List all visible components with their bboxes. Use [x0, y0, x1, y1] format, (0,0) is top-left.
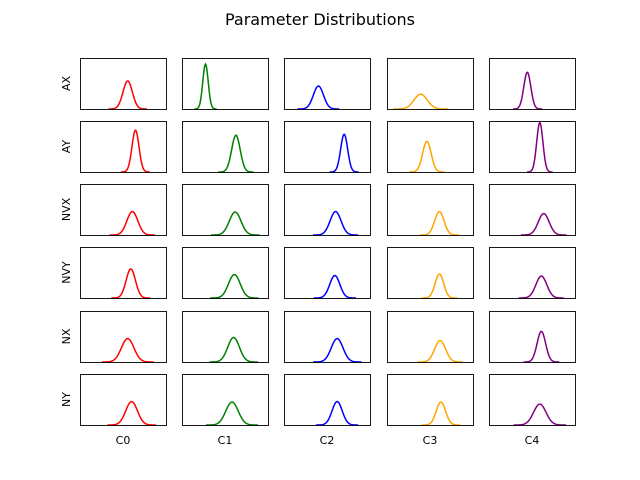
- subplot-frame-nvy-c0: [80, 247, 167, 299]
- density-curve-ay-c0: [120, 129, 150, 173]
- subplot-frame-nx-c4: [489, 311, 576, 363]
- subplot-frame-ny-c3: [387, 374, 474, 426]
- row-label-nvy: NVY: [60, 261, 73, 284]
- density-curve-nvx-c3: [419, 210, 459, 236]
- density-curve-ay-c3: [409, 140, 445, 173]
- density-curve-ay-c2: [329, 133, 359, 173]
- density-curve-ay-c1: [218, 134, 254, 173]
- density-curve-nx-c1: [209, 336, 258, 363]
- subplot-frame-nvx-c1: [182, 184, 269, 236]
- subplot-frame-ax-c1: [182, 58, 269, 110]
- density-curve-nvy-c4: [518, 275, 564, 299]
- col-label-c4: C4: [525, 434, 540, 447]
- subplot-frame-ny-c4: [489, 374, 576, 426]
- row-label-nvx: NVX: [60, 197, 73, 221]
- subplot-frame-ny-c0: [80, 374, 167, 426]
- subplot-frame-nvx-c4: [489, 184, 576, 236]
- subplot-frame-ny-c1: [182, 374, 269, 426]
- subplot-frame-nvy-c4: [489, 247, 576, 299]
- subplot-frame-ay-c2: [284, 121, 371, 173]
- density-curve-nx-c3: [417, 339, 463, 363]
- density-curve-nvy-c1: [209, 273, 259, 299]
- subplot-frame-ay-c4: [489, 121, 576, 173]
- density-curve-ny-c4: [513, 403, 566, 426]
- density-curve-nx-c2: [313, 337, 362, 363]
- density-curve-nvx-c4: [520, 212, 567, 236]
- subplot-frame-nx-c1: [182, 311, 269, 363]
- subplot-frame-ny-c2: [284, 374, 371, 426]
- density-curve-nvx-c2: [313, 210, 359, 236]
- col-label-c3: C3: [423, 434, 438, 447]
- subplot-frame-nx-c2: [284, 311, 371, 363]
- density-curve-ax-c2: [297, 85, 340, 110]
- chart-title: Parameter Distributions: [225, 10, 415, 29]
- density-curve-ax-c1: [194, 62, 217, 110]
- col-label-c1: C1: [218, 434, 233, 447]
- density-curve-ny-c2: [315, 400, 359, 426]
- col-label-c0: C0: [116, 434, 131, 447]
- subplot-grid: AX AY NVX NVY NX NY C0 C1 C2 C3 C4: [60, 58, 576, 447]
- subplot-frame-nx-c3: [387, 311, 474, 363]
- subplot-frame-nvx-c3: [387, 184, 474, 236]
- row-label-ny: NY: [60, 392, 73, 407]
- subplot-frame-nvx-c2: [284, 184, 371, 236]
- subplot-frame-ay-c0: [80, 121, 167, 173]
- subplot-frame-ax-c2: [284, 58, 371, 110]
- subplot-frame-ay-c1: [182, 121, 269, 173]
- density-curve-nx-c0: [101, 337, 154, 363]
- density-curve-nx-c4: [523, 330, 560, 363]
- density-curve-nvy-c2: [313, 274, 356, 299]
- row-label-nx: NX: [60, 328, 73, 344]
- density-curve-nvx-c0: [109, 210, 155, 236]
- density-curve-ay-c4: [526, 121, 553, 173]
- density-curve-nvy-c3: [421, 273, 458, 299]
- row-label-ax: AX: [60, 76, 73, 92]
- subplot-frame-ax-c4: [489, 58, 576, 110]
- subplot-frame-ax-c0: [80, 58, 167, 110]
- subplot-frame-nvy-c1: [182, 247, 269, 299]
- subplot-frame-ay-c3: [387, 121, 474, 173]
- density-curve-ny-c1: [206, 401, 258, 426]
- col-label-c2: C2: [320, 434, 335, 447]
- subplot-frame-nvy-c3: [387, 247, 474, 299]
- density-curve-ny-c0: [107, 400, 156, 426]
- density-curve-ax-c0: [108, 80, 147, 110]
- subplot-frame-ax-c3: [387, 58, 474, 110]
- subplot-frame-nvx-c0: [80, 184, 167, 236]
- row-label-ay: AY: [60, 140, 73, 154]
- subplot-frame-nx-c0: [80, 311, 167, 363]
- density-curve-ax-c3: [393, 93, 449, 110]
- subplot-frame-nvy-c2: [284, 247, 371, 299]
- density-curve-nvy-c0: [111, 268, 151, 299]
- density-curve-ny-c3: [421, 401, 461, 426]
- density-curve-nvx-c1: [211, 211, 260, 236]
- density-curve-ax-c4: [513, 71, 543, 110]
